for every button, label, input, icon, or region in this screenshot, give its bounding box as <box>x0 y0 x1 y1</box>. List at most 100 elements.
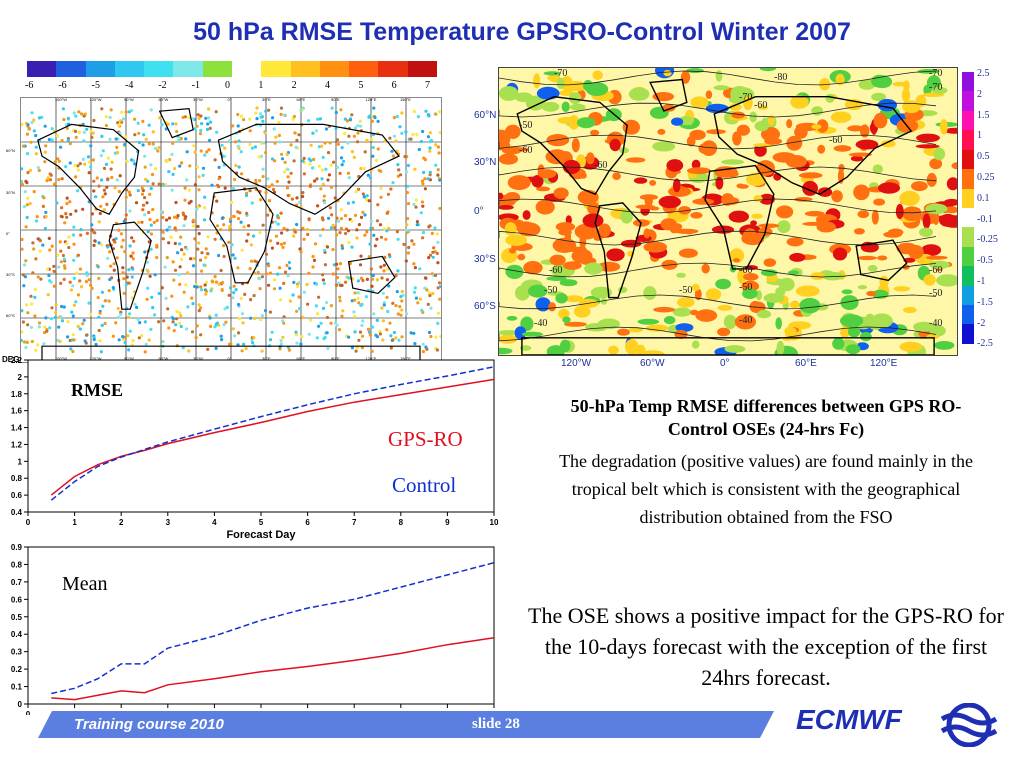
fso-dot <box>176 138 180 142</box>
fso-dot <box>412 262 416 266</box>
diff-blob <box>555 293 568 304</box>
fso-dot <box>228 219 233 223</box>
diff-blob <box>564 230 572 243</box>
contour-label: -70 <box>929 82 942 93</box>
fso-dot <box>362 166 366 171</box>
fso-dot <box>380 276 384 280</box>
diff-blob <box>816 221 836 233</box>
fso-dot <box>87 278 91 282</box>
fso-dot <box>340 146 344 150</box>
fso-dot <box>197 188 201 192</box>
fso-dot <box>252 234 256 238</box>
fso-dot <box>174 200 178 205</box>
fso-dot <box>87 301 91 305</box>
fso-dot <box>365 230 369 234</box>
diff-blob <box>535 297 551 312</box>
diff-blob <box>832 337 845 350</box>
fso-dot <box>338 262 343 266</box>
fso-lon-label: 90°W <box>124 356 134 361</box>
colorbar-label: -6 <box>58 80 67 91</box>
fso-dot <box>371 154 375 158</box>
fso-dot <box>298 307 302 311</box>
diff-blob <box>743 273 759 281</box>
diff-blob <box>929 260 950 269</box>
diff-blob <box>660 218 677 231</box>
legend-gps-ro: GPS-RO <box>388 427 463 451</box>
fso-dot <box>333 321 338 325</box>
fso-dot <box>385 229 389 233</box>
fso-dot <box>236 144 240 148</box>
fso-dot <box>331 272 335 276</box>
fso-dot <box>382 269 386 273</box>
diff-blob <box>853 228 865 235</box>
fso-dot <box>286 175 290 179</box>
fso-dot <box>25 303 29 307</box>
diff-blob <box>691 340 700 349</box>
y-tick-label: 0.5 <box>11 613 23 622</box>
fso-dot <box>114 137 118 141</box>
diff-blob <box>730 86 748 98</box>
diff-blob <box>562 316 571 324</box>
diff-blob <box>786 237 804 247</box>
fso-dot <box>69 288 73 292</box>
fso-dot <box>346 201 350 205</box>
fso-dot <box>404 259 408 263</box>
fso-dot <box>355 236 359 240</box>
fso-dot <box>339 108 343 112</box>
diff-blob <box>742 288 758 299</box>
fso-dot <box>251 341 255 345</box>
fso-dot <box>200 251 204 255</box>
fso-dot <box>236 217 241 221</box>
diff-blob <box>830 111 852 123</box>
diff-blob <box>686 135 696 147</box>
fso-dot <box>197 241 201 245</box>
fso-dot <box>378 223 383 227</box>
diff-blob <box>777 220 791 234</box>
colorbar-swatch <box>202 61 232 77</box>
fso-dot <box>348 261 353 265</box>
fso-dot <box>165 256 169 260</box>
fso-dot <box>133 117 137 121</box>
diff-blob <box>565 246 587 253</box>
fso-dot <box>123 143 127 147</box>
fso-lon-label: 120°W <box>89 356 102 361</box>
fso-dot <box>125 275 129 279</box>
fso-dot <box>207 116 211 120</box>
fso-dot <box>428 131 432 135</box>
fso-dot <box>414 198 418 202</box>
contour-label: -40 <box>929 318 942 329</box>
fso-dot <box>346 171 350 175</box>
fso-dot <box>359 303 363 308</box>
fso-dot <box>34 152 38 156</box>
diff-blob <box>816 119 829 133</box>
fso-dot <box>167 241 171 245</box>
fso-dot <box>261 174 265 179</box>
fso-dot <box>97 241 101 245</box>
fso-dot <box>193 284 197 289</box>
fso-dot <box>76 253 80 257</box>
fso-dot <box>273 159 277 163</box>
diff-blob <box>600 298 608 305</box>
fso-dot <box>335 216 339 220</box>
fso-dot <box>196 113 200 117</box>
fso-dot <box>370 277 374 281</box>
contour-label: -50 <box>519 120 532 131</box>
fso-dot <box>368 242 372 246</box>
fso-dot <box>389 346 393 350</box>
fso-dot <box>291 293 295 297</box>
diff-blob <box>877 182 901 194</box>
diff-blob <box>505 264 524 279</box>
fso-dot <box>103 192 107 196</box>
diff-blob <box>531 175 544 188</box>
mean-label: Mean <box>62 573 108 595</box>
fso-dot <box>146 286 150 290</box>
fso-dot <box>128 329 132 333</box>
fso-dot <box>427 291 432 295</box>
fso-dot <box>347 276 351 280</box>
diff-blob <box>628 87 650 101</box>
fso-dot <box>63 266 67 270</box>
fso-dot <box>327 216 331 220</box>
fso-dot <box>292 159 296 163</box>
diff-blob <box>563 295 584 303</box>
diff-blob <box>751 213 763 219</box>
